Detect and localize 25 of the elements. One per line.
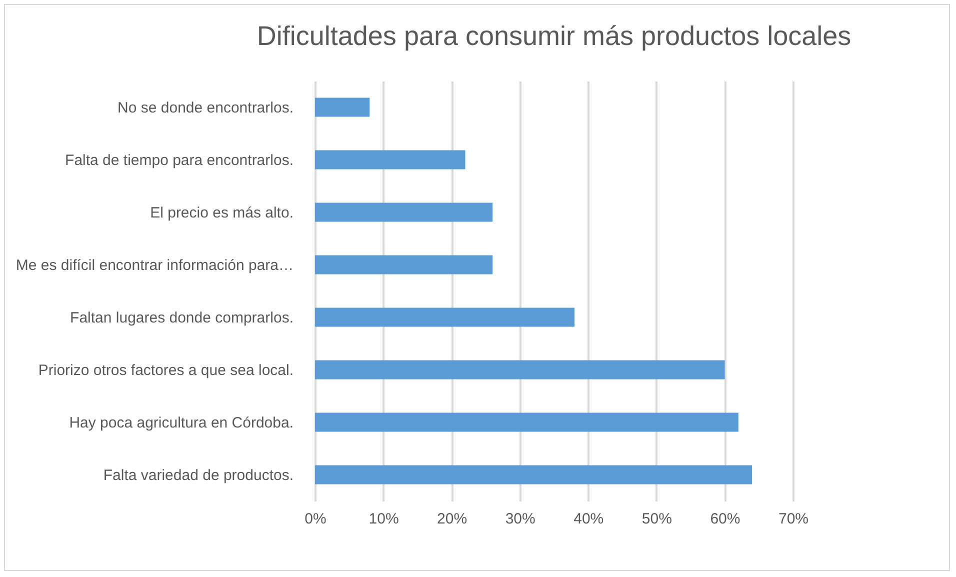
- bar: [315, 360, 725, 380]
- y-tick-label: Hay poca agricultura en Córdoba.: [69, 414, 294, 432]
- x-tick-label: 70%: [778, 510, 809, 528]
- bar: [315, 255, 493, 274]
- bar: [315, 412, 738, 432]
- y-tick-label: Falta variedad de productos.: [103, 466, 294, 484]
- y-tick-label: Priorizo otros factores a que sea local.: [38, 362, 294, 379]
- y-tick-label: Falta de tiempo para encontrarlos.: [65, 152, 294, 169]
- x-tick-label: 40%: [574, 510, 604, 528]
- x-tick-label: 60%: [710, 510, 740, 528]
- bar: [315, 202, 493, 222]
- chart-title: Dificultades para consumir más productos locales: [256, 21, 852, 51]
- y-tick-label: Faltan lugares donde comprarlos.: [70, 309, 294, 326]
- x-tick-label: 0%: [304, 510, 326, 528]
- bar: [315, 465, 752, 484]
- x-tick-label: 50%: [642, 510, 672, 528]
- y-tick-label: No se donde encontrarlos.: [118, 99, 294, 116]
- y-tick-label: Me es difícil encontrar información para…: [16, 256, 294, 274]
- bar: [315, 98, 370, 117]
- y-tick-label: El precio es más alto.: [150, 204, 294, 222]
- x-tick-label: 20%: [437, 510, 468, 528]
- bar: [315, 308, 574, 327]
- x-tick-label: 30%: [505, 510, 536, 528]
- bar: [315, 150, 466, 170]
- x-tick-label: 10%: [368, 510, 399, 528]
